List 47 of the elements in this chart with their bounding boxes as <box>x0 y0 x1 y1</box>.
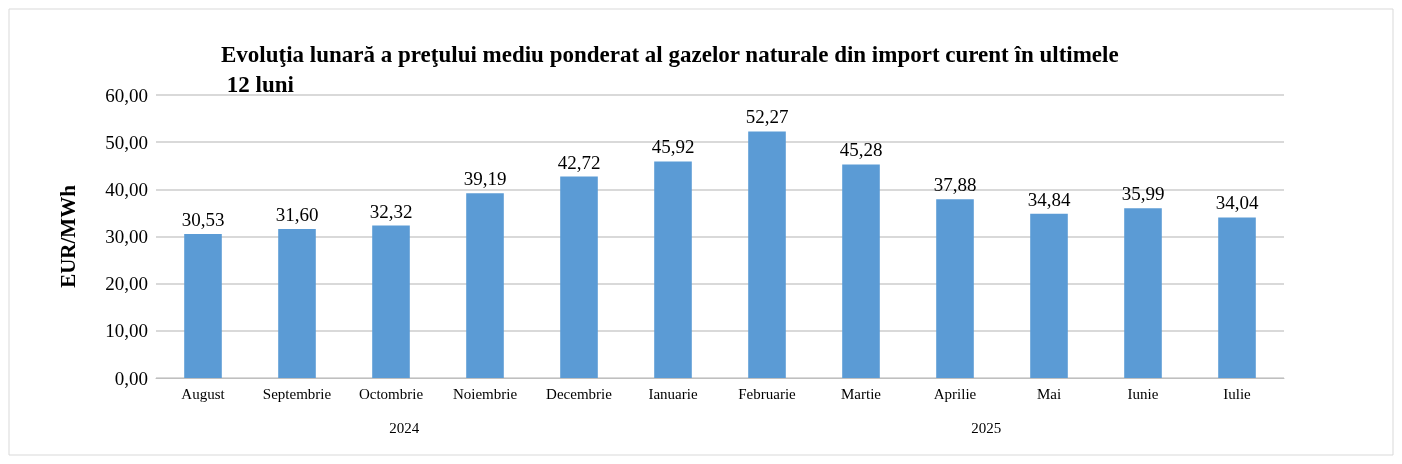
x-tick-label: Decembrie <box>546 385 613 402</box>
x-tick-label: Februarie <box>738 385 797 402</box>
bar <box>184 234 222 378</box>
y-tick-label: 50,00 <box>105 131 148 153</box>
text: 2024 <box>389 419 420 436</box>
x-tick-label: Iunie <box>1127 385 1159 402</box>
bar <box>654 161 692 378</box>
x-tick-label: Noiembrie <box>452 385 518 402</box>
data-label: 52,27 <box>745 106 789 128</box>
bar <box>936 199 974 378</box>
y-tick-label: 0,00 <box>114 367 148 389</box>
bar <box>372 225 410 378</box>
y-tick-label: 40,00 <box>105 178 148 200</box>
y-axis-title: EUR/MWh <box>55 184 80 288</box>
data-label: 37,88 <box>933 174 977 196</box>
x-tick-label: Ianuarie <box>648 385 698 402</box>
x-tick-label: Iulie <box>1223 385 1252 402</box>
x-tick-label: Septembrie <box>262 385 332 402</box>
y-tick-label: 10,00 <box>105 320 148 342</box>
data-label: 32,32 <box>369 200 413 222</box>
data-label: 35,99 <box>1121 183 1165 205</box>
bar <box>278 228 316 378</box>
data-label: 34,04 <box>1215 192 1259 214</box>
y-tick-label: 30,00 <box>105 226 148 247</box>
data-label: 31,60 <box>275 203 319 225</box>
chart-title: Evoluţia lunară a preţului mediu ponderat al gazelor naturale din import curent în ultimele 12 luni <box>221 41 1119 97</box>
text: 2025 <box>971 419 1002 436</box>
data-label: 30,53 <box>181 209 225 230</box>
data-label: 39,19 <box>463 168 507 190</box>
data-label: 34,84 <box>1027 188 1071 210</box>
x-tick-label: Octombrie <box>358 385 424 402</box>
data-label: 45,92 <box>651 136 695 158</box>
bar <box>1030 213 1068 378</box>
x-tick-label: Aprilie <box>933 385 977 402</box>
data-label: 45,28 <box>839 139 883 161</box>
x-tick-label: August <box>181 385 226 402</box>
bar <box>560 176 598 378</box>
x-tick-label: Martie <box>841 385 882 402</box>
y-tick-label: 20,00 <box>105 273 148 295</box>
bar <box>748 131 786 378</box>
data-label: 42,72 <box>557 151 601 173</box>
bar <box>842 164 880 378</box>
bar <box>1218 217 1256 378</box>
x-tick-label: Mai <box>1036 385 1062 402</box>
bar <box>1124 208 1162 378</box>
y-tick-label: 60,00 <box>105 84 148 106</box>
bar <box>466 193 504 378</box>
